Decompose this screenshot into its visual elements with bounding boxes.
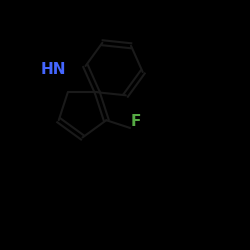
Text: HN: HN bbox=[41, 62, 66, 78]
Text: F: F bbox=[131, 114, 141, 129]
